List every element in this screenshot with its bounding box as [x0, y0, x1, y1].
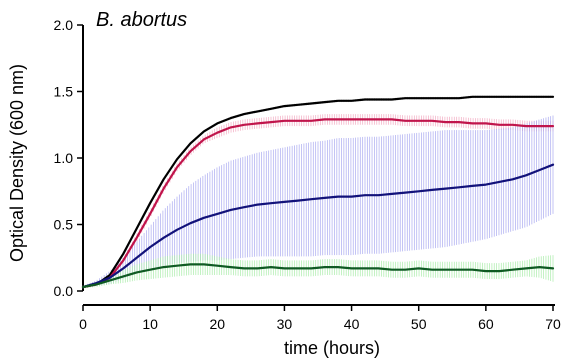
x-tick-label: 70	[545, 316, 561, 332]
x-tick-label: 30	[277, 316, 293, 332]
chart-title: B. abortus	[96, 9, 187, 31]
y-tick-label: 2.0	[54, 17, 74, 33]
x-tick-label: 20	[209, 316, 225, 332]
series-1-line	[81, 95, 555, 289]
x-tick-label: 50	[411, 316, 427, 332]
y-tick-label: 0.5	[54, 217, 74, 233]
series-4-line	[81, 263, 555, 289]
y-axis-label: Optical Density (600 nm)	[7, 64, 27, 262]
plot-layer: 0.0 0.5 1.0 1.5 2.0 0 10 20 30 40 50 60 70	[54, 17, 561, 332]
y-tick-label: 0.0	[54, 283, 74, 299]
y-tick-label: 1.5	[54, 84, 74, 100]
series-3-line	[81, 163, 555, 289]
series-2-line	[81, 118, 555, 289]
x-tick-label: 10	[142, 316, 158, 332]
x-tick-label: 40	[344, 316, 360, 332]
x-tick-label: 60	[478, 316, 494, 332]
y-tick-label: 1.0	[54, 150, 74, 166]
x-axis-label: time (hours)	[284, 338, 380, 358]
x-tick-label: 0	[79, 316, 87, 332]
